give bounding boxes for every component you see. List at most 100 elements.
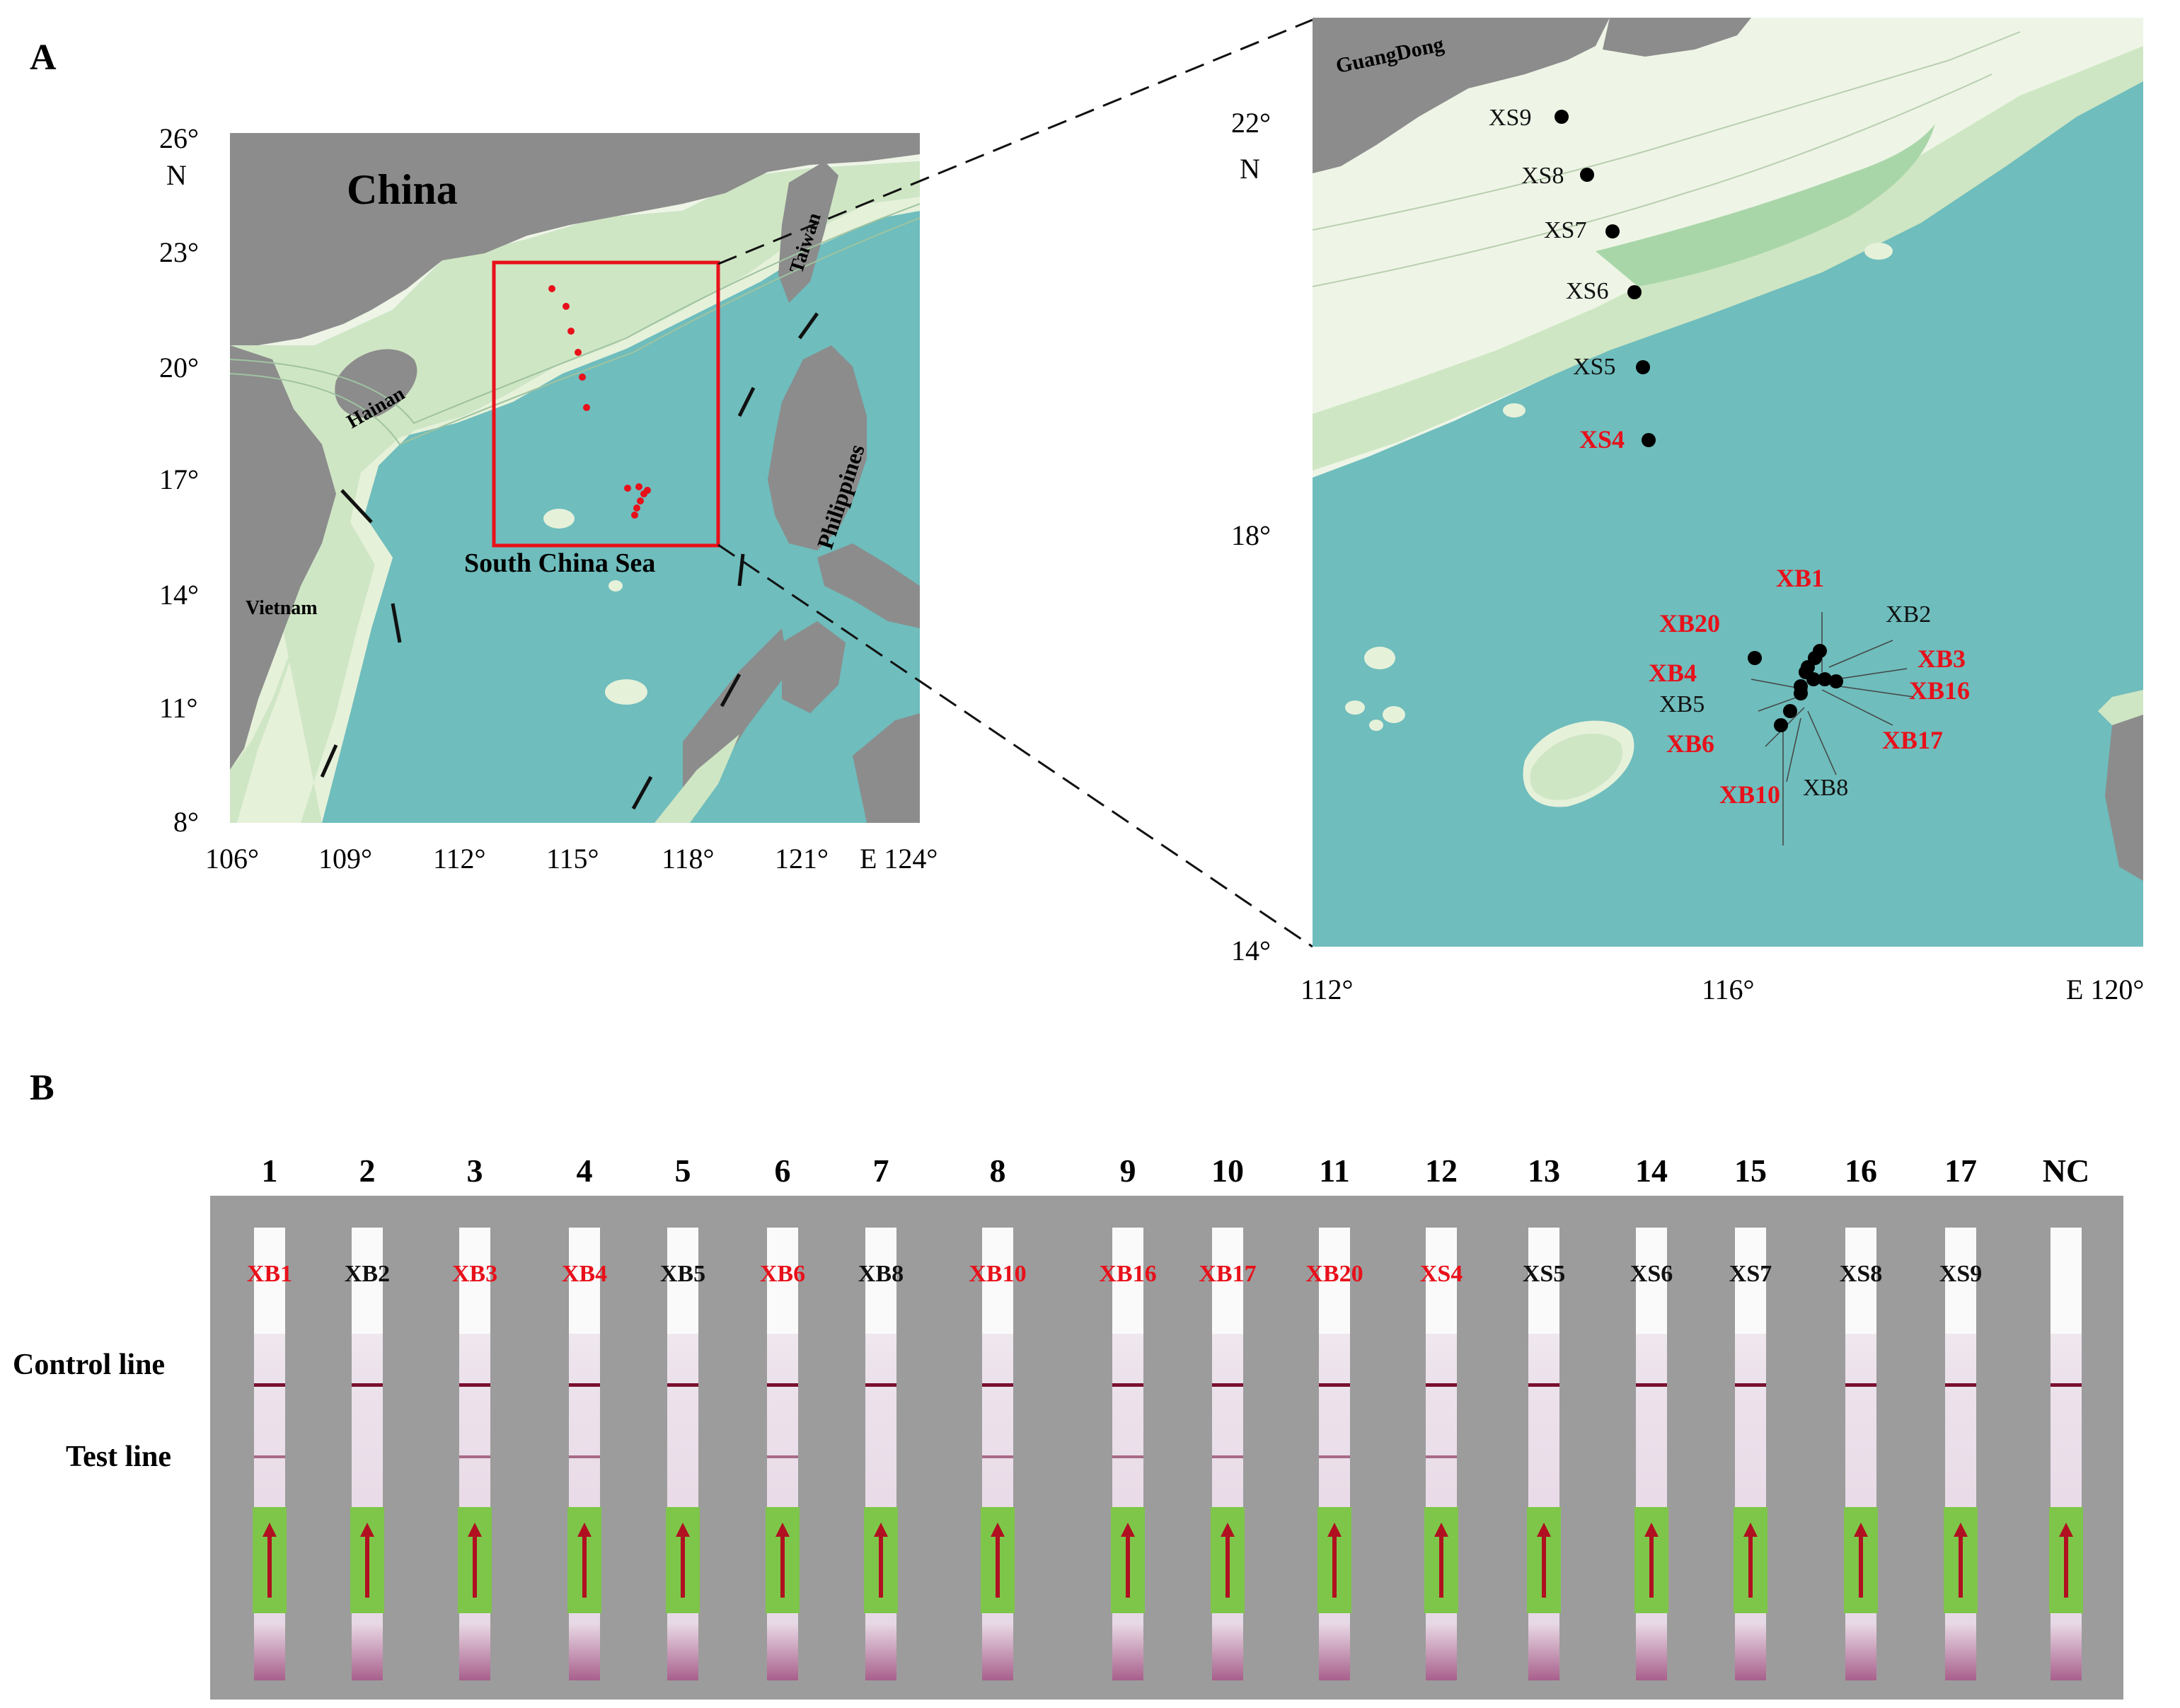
strip-cap [667,1228,698,1334]
station-xb10: XB10 [1719,780,1781,809]
strip-label: XB5 [659,1261,706,1287]
arrow-icon [1535,1521,1552,1599]
station-xs9: XS9 [1489,105,1532,131]
arrow-icon [1742,1521,1759,1599]
overview-lon-tick-5: 121° [775,843,829,875]
station-xb6: XB6 [1666,729,1715,758]
overview-lat-tick-2: 20° [159,352,199,383]
strip-cap [1636,1228,1667,1334]
arrow-icon [2058,1521,2075,1599]
test-strip [1211,1228,1245,1680]
test-line [254,1455,285,1458]
strip-cap [1212,1228,1243,1334]
control-line-label: Control line [13,1349,166,1381]
china-label: China [347,166,458,213]
lane-number: 9 [1119,1153,1136,1189]
strip-cap [1945,1228,1976,1334]
station-xs6: XS6 [1566,278,1609,304]
strip-cap [1426,1228,1457,1334]
sample-pad [1734,1507,1767,1613]
panel-a-letter: A [30,37,57,78]
arrow-icon [359,1521,376,1599]
control-line [1528,1383,1559,1387]
strip-wick [1528,1624,1559,1680]
strip-label: XS5 [1522,1261,1566,1287]
sample-pad [350,1507,384,1613]
control-line [767,1383,798,1387]
strip-cap [865,1228,896,1334]
station-xb3: XB3 [1917,645,1966,673]
lane-number: 2 [359,1153,376,1189]
control-line [1945,1383,1976,1387]
strip-cap [1845,1228,1876,1334]
test-strip [253,1228,287,1680]
test-strip [766,1228,800,1680]
lane-number: 3 [466,1153,483,1189]
overview-lat-tick-5: 11° [159,692,198,724]
sample-pad [567,1507,601,1613]
test-line-label: Test line [66,1441,171,1473]
strip-wick [1426,1624,1457,1680]
inset-lon-tick-2: E 120° [2066,974,2145,1005]
lane-number: 1 [261,1153,278,1189]
inset-lat-tick-1: 18° [1231,519,1271,551]
strip-cap [1735,1228,1766,1334]
overview-map: China Taiwan Hainan Philippines Vietnam [230,133,920,823]
test-strip [2049,1228,2083,1680]
test-strip [981,1228,1015,1680]
strip-label: XB20 [1305,1261,1363,1287]
sample-pad [1944,1507,1978,1613]
control-line [1426,1383,1457,1387]
arrow-icon [576,1521,593,1599]
control-line [1319,1383,1350,1387]
test-line [1112,1455,1143,1458]
sample-pad [1424,1507,1458,1613]
test-line [982,1455,1013,1458]
strip-cap [1528,1228,1559,1334]
strip-wick [1212,1624,1243,1680]
test-strip [1317,1228,1351,1680]
lane-number: 6 [774,1153,791,1189]
strip-label: XS4 [1419,1261,1463,1287]
test-strip [864,1228,898,1680]
test-line [767,1455,798,1458]
panel-b-letter: B [30,1068,54,1108]
inset-station-dots [1555,110,1843,732]
strip-wick [982,1624,1013,1680]
strip-label: XB1 [246,1261,293,1287]
test-strip [1527,1228,1561,1680]
control-line [667,1383,698,1387]
test-strip [666,1228,700,1680]
sample-pad [1111,1507,1145,1613]
strip-label: XB4 [561,1261,608,1287]
strip-cap [2051,1228,2082,1334]
sea-label: South China Sea [464,548,656,578]
sample-pad [666,1507,700,1613]
test-strip [1634,1228,1668,1680]
strip-wick [1735,1624,1766,1680]
arrow-icon [1852,1521,1869,1599]
arrow-icon [674,1521,691,1599]
strip-wick [1636,1624,1667,1680]
sample-pad [1211,1507,1245,1613]
strip-label: XS8 [1839,1261,1883,1287]
sample-pad [1634,1507,1668,1613]
strip-wick [254,1624,285,1680]
overview-lon-tick-4: 118° [662,843,715,875]
control-line [982,1383,1013,1387]
overview-lon-tick-1: 109° [318,843,372,875]
control-line [352,1383,383,1387]
station-xb1: XB1 [1776,564,1825,592]
lane-number: 14 [1635,1153,1668,1189]
control-line [569,1383,600,1387]
strip-label: XB3 [451,1261,498,1287]
strip-wick [767,1624,798,1680]
arrow-icon [261,1521,278,1599]
strip-wick [865,1624,896,1680]
station-xb20: XB20 [1659,609,1721,637]
strip-label: XB16 [1099,1261,1157,1287]
strip-cap [569,1228,600,1334]
zoom-connector [717,18,1313,948]
strip-label: XB8 [858,1261,904,1287]
control-line [1112,1383,1143,1387]
